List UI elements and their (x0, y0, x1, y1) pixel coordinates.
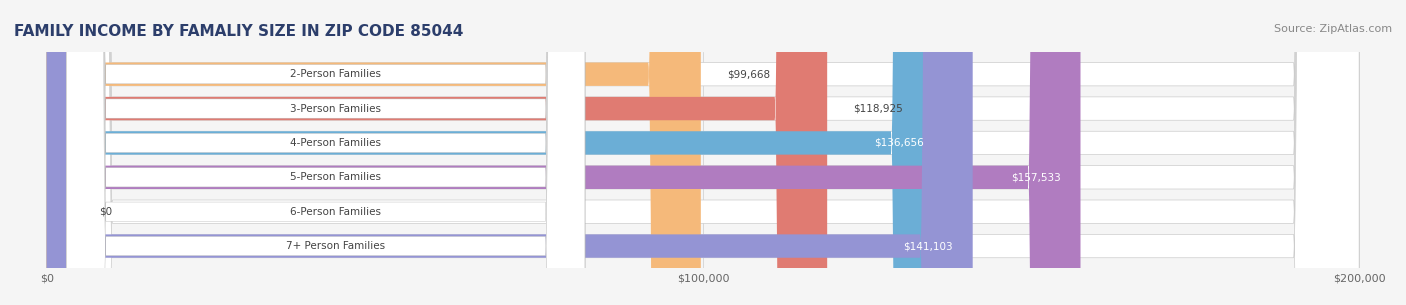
Text: 6-Person Families: 6-Person Families (290, 207, 381, 217)
FancyBboxPatch shape (46, 0, 1360, 305)
Text: $118,925: $118,925 (853, 104, 903, 113)
FancyBboxPatch shape (46, 0, 1080, 305)
Text: $136,656: $136,656 (875, 138, 924, 148)
FancyBboxPatch shape (66, 0, 585, 305)
Text: Source: ZipAtlas.com: Source: ZipAtlas.com (1274, 24, 1392, 34)
FancyBboxPatch shape (66, 0, 585, 305)
FancyBboxPatch shape (66, 0, 585, 305)
FancyBboxPatch shape (46, 0, 1360, 305)
FancyBboxPatch shape (46, 0, 1360, 305)
Text: $157,533: $157,533 (1011, 172, 1060, 182)
Text: 3-Person Families: 3-Person Families (290, 104, 381, 113)
FancyBboxPatch shape (66, 0, 585, 305)
FancyBboxPatch shape (46, 0, 973, 305)
FancyBboxPatch shape (46, 0, 1360, 305)
Text: $0: $0 (100, 207, 112, 217)
Text: 7+ Person Families: 7+ Person Families (285, 241, 385, 251)
FancyBboxPatch shape (46, 0, 1360, 305)
Text: $99,668: $99,668 (727, 69, 770, 79)
FancyBboxPatch shape (46, 0, 943, 305)
Text: 2-Person Families: 2-Person Families (290, 69, 381, 79)
FancyBboxPatch shape (66, 0, 585, 305)
Text: 5-Person Families: 5-Person Families (290, 172, 381, 182)
Text: 4-Person Families: 4-Person Families (290, 138, 381, 148)
Text: $141,103: $141,103 (904, 241, 953, 251)
FancyBboxPatch shape (66, 0, 585, 305)
FancyBboxPatch shape (46, 0, 700, 305)
FancyBboxPatch shape (46, 0, 827, 305)
FancyBboxPatch shape (46, 0, 1360, 305)
Text: FAMILY INCOME BY FAMALIY SIZE IN ZIP CODE 85044: FAMILY INCOME BY FAMALIY SIZE IN ZIP COD… (14, 24, 464, 39)
